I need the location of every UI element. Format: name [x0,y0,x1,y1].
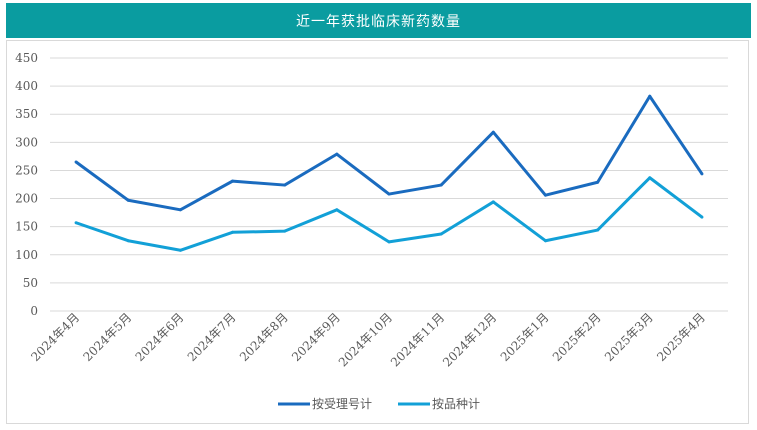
y-tick-label: 450 [15,51,38,65]
y-tick-label: 400 [15,79,38,93]
chart-title: 近一年获批临床新药数量 [296,13,461,30]
data-point [439,232,443,236]
x-tick-label: 2025年4月 [654,310,708,364]
data-point [74,160,78,164]
x-tick-label: 2024年8月 [237,310,291,364]
chart-title-bar: 近一年获批临床新药数量 [6,3,751,38]
y-tick-label: 200 [15,192,38,206]
y-tick-label: 350 [15,107,38,121]
data-point [648,176,652,180]
x-tick-label: 2024年10月 [336,310,395,369]
data-point [283,183,287,187]
legend-label: 按受理号计 [312,397,372,411]
x-tick-label: 2025年3月 [602,310,656,364]
x-tick-label: 2024年12月 [440,310,499,369]
data-point [126,239,130,243]
x-tick-label: 2025年1月 [498,310,552,364]
data-point [335,208,339,212]
x-tick-label: 2024年6月 [133,310,187,364]
data-point [126,198,130,202]
data-point [491,130,495,134]
data-point [387,192,391,196]
y-tick-label: 150 [15,220,38,234]
x-tick-label: 2024年4月 [28,310,82,364]
series-line-2 [75,176,703,252]
data-point [700,215,704,219]
data-point [439,183,443,187]
data-point [283,229,287,233]
y-tick-label: 250 [15,163,38,177]
x-tick-label: 2024年9月 [289,310,343,364]
data-point [543,193,547,197]
data-point [178,208,182,212]
x-tick-label: 2025年2月 [550,310,604,364]
data-point [178,248,182,252]
y-tick-label: 100 [15,248,38,262]
x-tick-label: 2024年11月 [388,310,447,369]
y-tick-label: 50 [23,276,38,290]
data-point [335,152,339,156]
chart-panel [6,40,749,424]
data-point [231,179,235,183]
y-tick-label: 0 [30,304,38,318]
x-tick-label: 2024年5月 [80,310,134,364]
data-point [74,221,78,225]
data-point [596,228,600,232]
data-point [648,94,652,98]
y-tick-label: 300 [15,135,38,149]
data-point [700,172,704,176]
data-point [387,240,391,244]
data-point [543,239,547,243]
legend-label: 按品种计 [432,397,480,411]
data-point [596,180,600,184]
data-point [231,230,235,234]
data-point [491,200,495,204]
x-tick-label: 2024年7月 [185,310,239,364]
